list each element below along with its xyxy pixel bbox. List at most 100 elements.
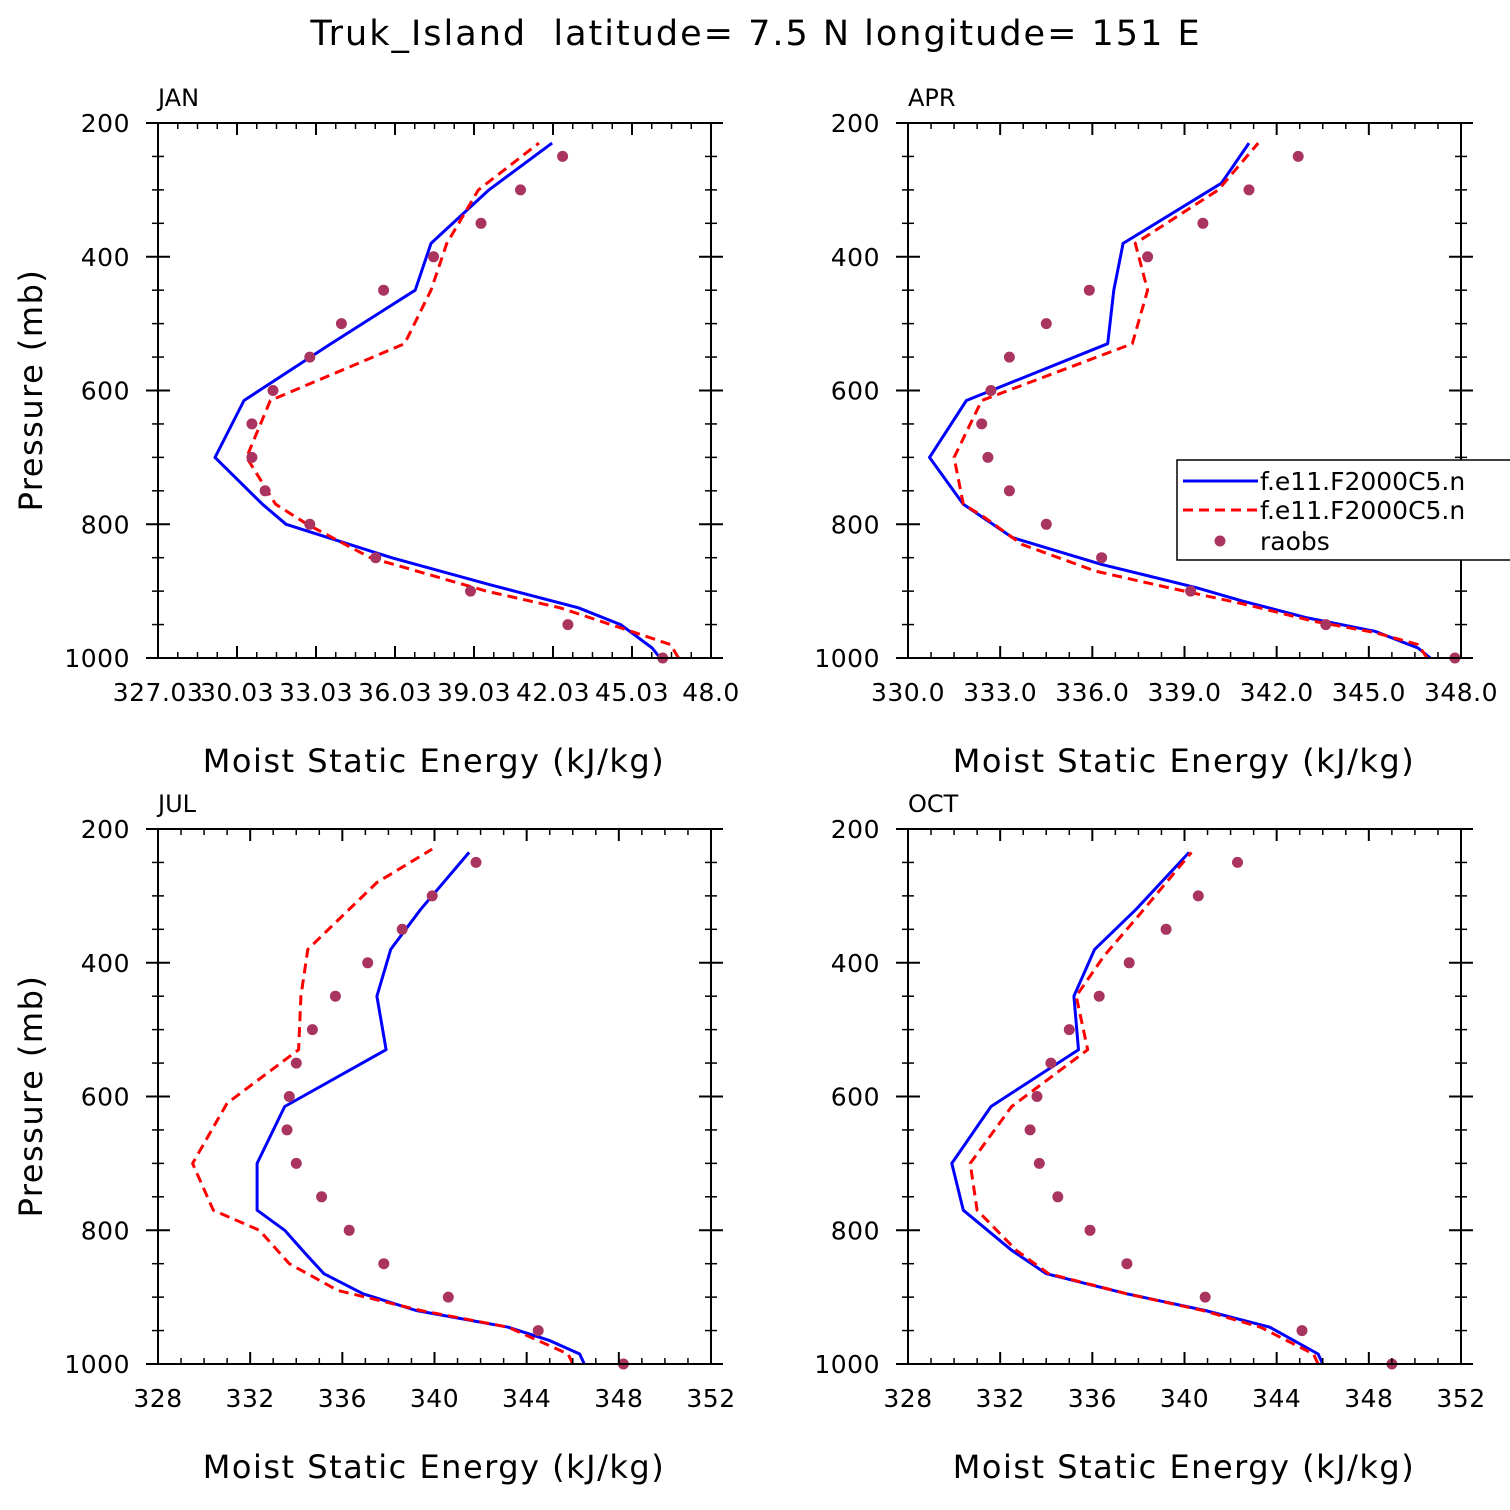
panel-jul-plot-frame <box>157 828 712 1365</box>
panel-oct-ytick-label-3: 800 <box>831 1216 880 1245</box>
legend-label-raobs: raobs <box>1260 527 1330 556</box>
panel-jan-ytick-label-4: 1000 <box>64 644 130 673</box>
panel-jul-series-line-1 <box>255 851 586 1365</box>
panel-apr-xaxis-label: Moist Static Energy (kJ/kg) <box>953 742 1415 780</box>
panel-oct-raobs-point-4 <box>1084 1224 1096 1236</box>
panel-apr-ytick-label-4: 1000 <box>814 644 880 673</box>
panel-jul-xtick-label-4: 344 <box>502 1384 551 1413</box>
panel-apr-series-line-2 <box>952 142 1429 659</box>
panel-apr-raobs-point-15 <box>1292 150 1304 162</box>
panel-oct-ytick-label-2: 600 <box>831 1083 880 1112</box>
panel-jul-ytick-label-4: 1000 <box>64 1350 130 1379</box>
panel-apr-raobs-point-11 <box>1083 284 1095 296</box>
panel-oct-xtick-label-5: 348 <box>1344 1384 1393 1413</box>
panel-oct: 328 332 336 340 344 348 352 200 400 600 800 1000 OC… <box>814 790 1485 1486</box>
panel-jul-ytick-label-0: 200 <box>81 815 130 844</box>
panel-jul-raobs-point-13 <box>396 923 408 935</box>
panel-jan-raobs-point-10 <box>335 318 347 330</box>
legend: f.e11.F2000C5.n f.e11.F2000C5.n raobs <box>1176 459 1510 561</box>
panel-apr-raobs-point-4 <box>1040 518 1052 530</box>
panel-apr-raobs-point-9 <box>1003 351 1015 363</box>
panel-apr-raobs-point-10 <box>1040 318 1052 330</box>
panel-jul-xtick-label-5: 348 <box>594 1384 643 1413</box>
panel-jan-xtick-label-5: 42.03 <box>516 678 590 707</box>
panel-oct-title: OCT <box>908 790 959 818</box>
panel-jul-series <box>191 847 629 1370</box>
panel-oct-raobs-point-1 <box>1296 1325 1308 1337</box>
panel-jan-raobs-point-8 <box>267 385 279 396</box>
panel-oct-raobs-point-12 <box>1123 957 1135 969</box>
legend-label-model-1: f.e11.F2000C5.n <box>1260 467 1465 496</box>
panel-jul-xaxis-label: Moist Static Energy (kJ/kg) <box>203 1448 665 1486</box>
panel-apr-ytick-label-1: 400 <box>831 243 880 272</box>
panel-jan-xtick-label-4: 39.03 <box>437 678 511 707</box>
panel-jul-xtick-label-6: 352 <box>686 1384 735 1413</box>
panel-jan-raobs-point-2 <box>465 585 476 597</box>
panel-oct-xtick-label-2: 336 <box>1068 1384 1117 1413</box>
panel-jan-xtick-label-6: 45.03 <box>595 678 669 707</box>
panel-oct-xtick-label-0: 328 <box>883 1384 932 1413</box>
panel-oct-xaxis-label: Moist Static Energy (kJ/kg) <box>953 1448 1415 1486</box>
panel-oct-raobs-point-14 <box>1192 890 1204 902</box>
panel-oct-raobs-point-5 <box>1052 1191 1064 1203</box>
panel-oct-series-line-2 <box>968 851 1320 1365</box>
panel-apr-raobs-point-3 <box>1096 552 1108 564</box>
panel-jul-raobs-point-1 <box>532 1325 544 1337</box>
panel-jan-raobs-point-15 <box>557 150 569 162</box>
panel-apr-raobs-point-8 <box>985 385 997 396</box>
panel-jan-plot-frame <box>157 122 712 659</box>
panel-jul-raobs-point-8 <box>283 1091 295 1102</box>
panel-apr-xtick-label-2: 336.0 <box>1055 678 1129 707</box>
panel-jan-xtick-label-7: 48.0 <box>682 678 740 707</box>
panel-jul-series-line-2 <box>191 847 575 1365</box>
panel-jul-xtick-label-3: 340 <box>410 1384 459 1413</box>
panel-jul-raobs-point-14 <box>426 890 438 902</box>
panel-jan-raobs-point-13 <box>475 217 487 229</box>
panel-oct-xtick-label-1: 332 <box>976 1384 1025 1413</box>
panel-jan-raobs-point-14 <box>515 184 526 196</box>
panel-oct-ticks: 328 332 336 340 344 348 352 200 400 600 800 1000 <box>814 815 1485 1413</box>
panel-jul-xtick-label-2: 336 <box>318 1384 367 1413</box>
panel-apr-xtick-label-6: 348.0 <box>1424 678 1498 707</box>
panel-jan-raobs-point-12 <box>428 251 440 263</box>
panel-apr-raobs-point-2 <box>1185 585 1197 597</box>
panel-jan-raobs-point-4 <box>304 518 316 530</box>
panel-jul-ticks: 328 332 336 340 344 348 352 200 400 600 800 1000 <box>64 815 735 1413</box>
panel-oct-raobs-point-7 <box>1024 1124 1036 1136</box>
panel-jul-raobs-point-5 <box>316 1191 328 1203</box>
panel-oct-raobs-point-15 <box>1232 856 1243 868</box>
panel-jan-xtick-label-2: 33.03 <box>279 678 353 707</box>
panel-jul-raobs-point-3 <box>378 1258 390 1270</box>
panel-oct-raobs-point-13 <box>1160 923 1172 935</box>
panel-jan-yaxis-label: Pressure (mb) <box>12 269 50 512</box>
panel-apr-raobs-point-12 <box>1142 251 1154 263</box>
panel-apr-ytick-label-3: 800 <box>831 510 880 539</box>
panel-jan-raobs-point-7 <box>246 418 258 430</box>
panel-jul-raobs-point-12 <box>362 957 374 969</box>
panel-jul-raobs-point-4 <box>343 1224 355 1236</box>
panel-oct-xtick-label-3: 340 <box>1160 1384 1209 1413</box>
panel-jan-raobs-point-1 <box>562 619 574 631</box>
panel-oct-raobs-point-6 <box>1033 1157 1045 1169</box>
legend-marker-raobs <box>1214 535 1226 547</box>
panel-oct-xtick-label-4: 344 <box>1252 1384 1301 1413</box>
panel-jan-raobs-point-9 <box>304 351 316 363</box>
panel-apr-raobs-point-7 <box>976 418 988 430</box>
panel-jul-yaxis-label: Pressure (mb) <box>12 975 50 1218</box>
panel-jul-ytick-label-3: 800 <box>81 1216 130 1245</box>
panel-apr-ticks: 330.0 333.0 336.0 339.0 342.0 345.0 348.0 200 40… <box>814 109 1498 707</box>
panel-apr-xtick-label-4: 342.0 <box>1240 678 1314 707</box>
panel-jul: 328 332 336 340 344 348 352 200 400 600 800 1000 JU… <box>12 790 735 1486</box>
panel-jul-raobs-point-6 <box>290 1157 302 1169</box>
panel-jul-ytick-label-2: 600 <box>81 1083 130 1112</box>
panel-jul-raobs-point-11 <box>329 990 341 1002</box>
panel-oct-plot-frame <box>907 828 1462 1365</box>
panel-jan-ytick-label-3: 800 <box>81 510 130 539</box>
panel-oct-xtick-label-6: 352 <box>1436 1384 1485 1413</box>
panel-oct-ytick-label-1: 400 <box>831 949 880 978</box>
panel-jan-series-line-1 <box>213 141 662 659</box>
panel-jan-xaxis-label: Moist Static Energy (kJ/kg) <box>203 742 665 780</box>
panel-jul-raobs-point-15 <box>470 856 482 868</box>
panel-jan-title: JAN <box>156 84 199 112</box>
